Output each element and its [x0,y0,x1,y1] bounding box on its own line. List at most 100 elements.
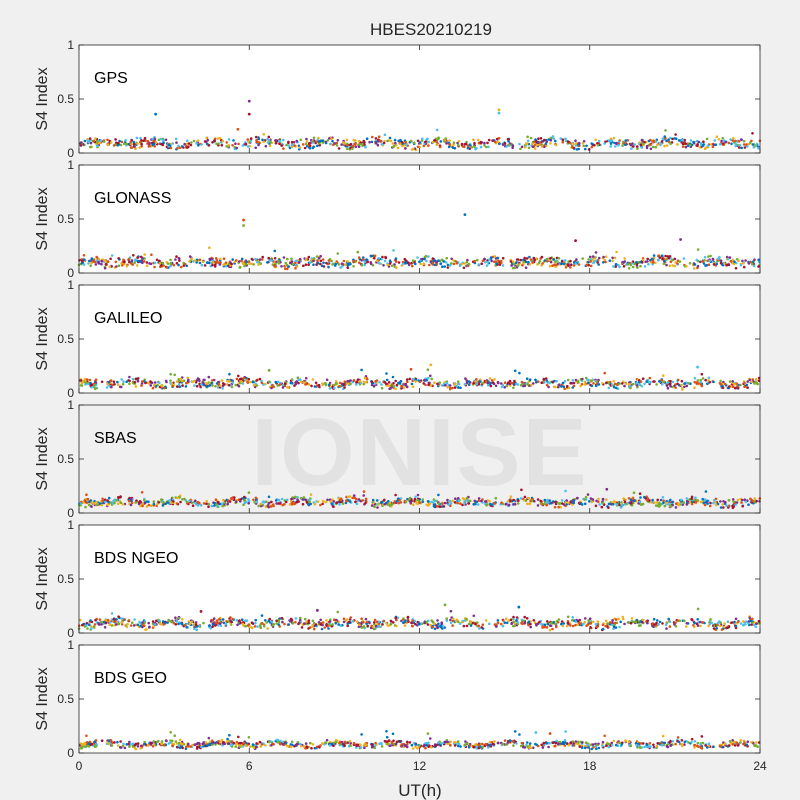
data-point [277,620,281,624]
data-point [165,266,168,269]
data-point [685,384,689,388]
data-point [362,490,366,493]
data-point [98,502,102,505]
data-point [586,623,590,626]
data-point [356,378,360,382]
data-point [643,495,646,499]
data-point [181,498,184,501]
data-point [574,620,577,623]
data-point [158,622,162,625]
data-point [751,617,754,621]
data-point [221,387,224,390]
data-point [216,137,220,140]
data-point [597,746,601,750]
data-point [586,378,590,382]
data-point [487,383,490,387]
data-point [427,140,430,144]
data-point [405,385,409,389]
data-point [493,255,497,258]
data-point [668,620,672,624]
data-point [377,138,380,142]
data-point [601,623,605,627]
data-point [102,140,106,143]
data-point [431,261,435,265]
data-point [588,500,591,503]
data-point [258,377,262,381]
data-point [543,259,547,262]
data-point [290,740,294,744]
data-point [501,256,505,260]
data-point [373,623,376,626]
data-point [664,501,668,505]
data-point [241,261,244,265]
data-point [596,620,600,623]
data-point [590,379,593,383]
data-point [667,140,670,143]
data-point [144,139,147,142]
data-point [282,256,286,259]
data-point [116,502,120,506]
data-point [589,626,592,629]
data-point [376,506,379,509]
data-point [597,500,600,504]
data-point [589,621,593,625]
data-point [551,264,554,268]
data-point [349,379,352,382]
data-point [224,622,228,626]
data-point [260,614,264,617]
data-point [359,499,363,503]
data-point [721,503,724,506]
data-point [97,260,100,264]
data-point [186,146,189,149]
data-point [661,622,664,625]
outlier-point [242,218,245,222]
data-point [280,616,284,620]
data-point [151,386,155,390]
data-point [255,384,259,387]
data-point [428,502,432,505]
data-point [252,383,256,387]
data-point [168,499,171,502]
data-point [281,383,285,387]
data-point [563,387,566,391]
data-point [301,498,305,501]
data-point [84,505,87,509]
data-point [392,501,396,505]
data-point [222,263,225,267]
data-point [290,257,293,261]
data-point [337,147,341,150]
data-point [496,140,500,143]
data-point [304,376,308,380]
data-point [246,624,250,627]
data-point [746,380,749,383]
data-point [250,626,253,629]
data-point [100,380,104,384]
data-point [484,379,488,383]
data-point [397,381,400,385]
data-point [421,137,424,141]
data-point [383,502,387,506]
data-point [441,502,444,506]
data-point [607,502,611,506]
data-point [547,385,550,389]
data-point [517,499,520,503]
data-point [177,622,180,626]
data-point [526,383,529,386]
data-point [552,258,555,261]
data-point [702,262,706,265]
data-point [88,623,91,627]
data-point [645,499,649,502]
data-point [443,626,447,629]
data-point [86,497,90,501]
data-point [490,259,494,263]
data-point [612,380,615,383]
data-point [551,380,554,384]
data-point [88,259,91,263]
data-point [115,498,119,502]
data-point [257,263,260,266]
data-point [452,617,455,621]
data-point [330,502,334,506]
data-point [540,140,544,143]
data-point [242,376,246,380]
data-point [757,258,760,262]
